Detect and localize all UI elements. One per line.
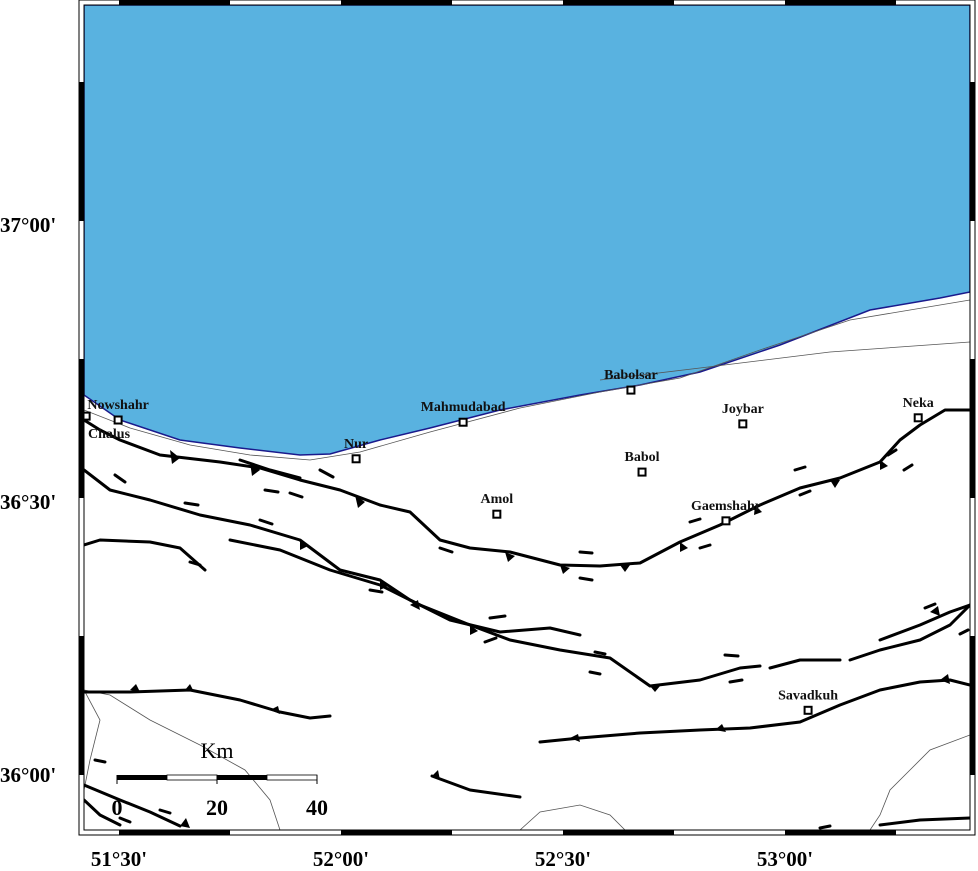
city-marker-icon [351,454,361,464]
city-marker-icon [84,411,91,421]
city-markers: Chalus Nowshahr Nur Mahmudabad Babolsar Joyba… [84,368,934,715]
lat-tick-label: 37°00' [0,213,56,237]
lat-tick-label: 36°30' [0,490,56,514]
road-line [599,341,970,381]
city-marker-icon [113,415,123,425]
city-amol: Amol [481,492,514,519]
city-marker-icon [626,385,636,395]
city-savadkuh: Savadkuh [778,688,838,715]
city-marker-icon [913,413,923,423]
city-marker-icon [492,509,502,519]
latitude-labels: 37°00' 36°30' 36°00' [0,213,56,787]
city-label: Savadkuh [778,688,838,703]
city-label: Amol [481,492,514,507]
city-label: Mahmudabad [421,400,506,415]
city-label: Gaemshahr [691,499,761,514]
city-label: Neka [903,396,934,411]
scale-unit: Km [201,738,234,763]
scale-bar: Km 0 20 40 [112,738,329,820]
city-marker-icon [721,516,731,526]
city-marker-icon [803,705,813,715]
strike-slip-arrows [93,448,970,830]
province-border [519,804,626,830]
province-border [84,689,281,830]
scale-label-0: 0 [112,795,123,820]
city-label: Joybar [722,402,764,417]
lon-tick-label: 52°30' [535,847,591,871]
city-label: Nowshahr [87,398,148,413]
city-marker-icon [458,417,468,427]
coastline-secondary [84,299,970,461]
city-nowshahr: Nowshahr [87,398,149,425]
city-chalus: Chalus [84,411,131,442]
faults [84,408,970,828]
city-joybar: Joybar [722,402,764,429]
city-label: Chalus [88,427,131,442]
lat-tick-label: 36°00' [0,763,56,787]
thrust-teeth [130,450,950,828]
city-babolsar: Babolsar [604,368,658,395]
city-marker-icon [637,467,647,477]
city-marker-icon [738,419,748,429]
city-nur: Nur [344,437,368,464]
lon-tick-label: 53°00' [757,847,813,871]
city-label: Nur [344,437,368,452]
city-gaemshahr: Gaemshahr [691,499,761,526]
lon-tick-label: 51°30' [91,847,147,871]
longitude-labels: 51°30' 52°00' 52°30' 53°00' [91,847,813,871]
city-mahmudabad: Mahmudabad [421,400,506,427]
scale-label-20: 20 [206,795,228,820]
scale-label-40: 40 [306,795,328,820]
city-label: Babol [625,450,660,465]
lon-tick-label: 52°00' [313,847,369,871]
city-babol: Babol [625,450,660,477]
caspian-sea [84,5,970,456]
province-border [869,734,970,830]
city-neka: Neka [903,396,934,423]
city-label: Babolsar [604,368,658,383]
map-frame [78,0,976,836]
province-border [84,689,101,791]
